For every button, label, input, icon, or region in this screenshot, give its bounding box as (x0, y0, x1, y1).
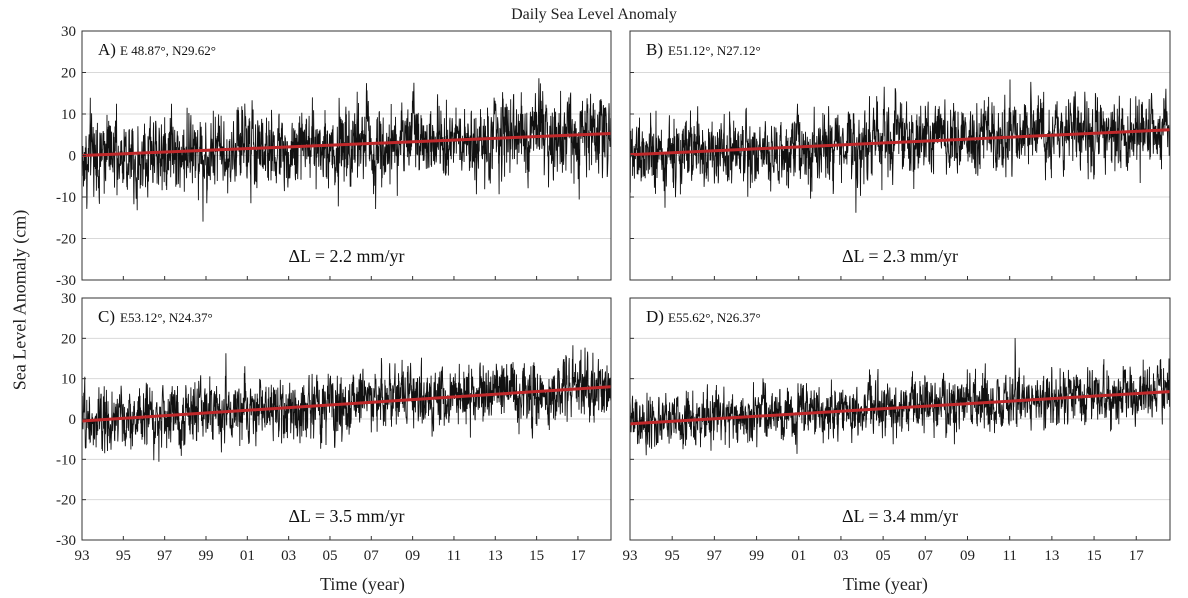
y-tick-label: 0 (69, 412, 77, 428)
panel-location: E 48.87°, N29.62° (120, 43, 216, 58)
panel-location: E51.12°, N27.12° (668, 43, 761, 58)
x-axis-label-right: Time (year) (843, 574, 928, 594)
y-tick-label: 0 (69, 149, 77, 165)
x-tick-label: 03 (281, 548, 296, 564)
x-tick-label: 11 (1002, 548, 1016, 564)
x-tick-label: 13 (488, 548, 503, 564)
y-tick-label: 20 (61, 66, 76, 82)
series-line (81, 78, 612, 222)
y-tick-label: -30 (56, 533, 76, 549)
panel-location: E53.12°, N24.37° (120, 310, 213, 325)
series-line (81, 345, 612, 462)
panel-c: -30 -20 -10 0 10 20 30 93 95 97 99 01 03 05 07 09 11 13 15… (56, 291, 612, 564)
panel-b: B) E51.12°, N27.12° ΔL = 2.3 mm/yr (629, 30, 1171, 281)
trend-line (629, 390, 1171, 426)
x-tick-label: 93 (75, 548, 90, 564)
y-tick-label: 30 (61, 24, 76, 40)
x-tick-label: 15 (529, 548, 544, 564)
y-tick-label: -20 (56, 493, 76, 509)
y-tick-label: 10 (61, 372, 76, 388)
x-tick-label: 13 (1044, 548, 1059, 564)
x-tick-label: 03 (833, 548, 848, 564)
y-tick-label: -20 (56, 232, 76, 248)
y-tick-label: 30 (61, 291, 76, 307)
trend-annotation: ΔL = 3.5 mm/yr (288, 506, 404, 526)
x-tick-label: 99 (749, 548, 764, 564)
trend-annotation: ΔL = 2.3 mm/yr (842, 246, 958, 266)
figure-title: Daily Sea Level Anomaly (511, 6, 677, 23)
trend-line (81, 385, 612, 423)
x-tick-label: 09 (960, 548, 975, 564)
x-tick-label: 97 (157, 548, 173, 564)
trend-line (629, 128, 1171, 157)
trend-annotation: ΔL = 3.4 mm/yr (842, 506, 958, 526)
panel-label: B) (646, 40, 663, 59)
x-tick-label: 05 (876, 548, 891, 564)
x-tick-label: 07 (918, 548, 934, 564)
x-tick-label: 95 (116, 548, 131, 564)
x-axis-label-left: Time (year) (320, 574, 405, 594)
series-line (629, 338, 1171, 456)
x-tick-label: 17 (570, 548, 586, 564)
x-tick-label: 93 (623, 548, 638, 564)
x-tick-label: 97 (707, 548, 723, 564)
trend-annotation: ΔL = 2.2 mm/yr (288, 246, 404, 266)
x-tick-label: 17 (1129, 548, 1145, 564)
x-tick-label: 07 (364, 548, 380, 564)
x-tick-label: 95 (665, 548, 680, 564)
y-tick-label: -10 (56, 452, 76, 468)
x-tick-label: 11 (447, 548, 461, 564)
x-tick-label: 01 (791, 548, 806, 564)
panel-d: 93 95 97 99 01 03 05 07 09 11 13 15 17 D) E55.62°, N26… (623, 297, 1171, 564)
y-tick-label: -10 (56, 190, 76, 206)
x-tick-label: 05 (322, 548, 337, 564)
panel-label: D) (646, 307, 664, 326)
x-tick-label: 09 (405, 548, 420, 564)
panel-label: A) (98, 40, 116, 59)
y-tick-label: 10 (61, 107, 76, 123)
panel-a: -30 -20 -10 0 10 20 30 A) E 48.87°, N29.62° ΔL = … (56, 24, 612, 289)
trend-line (81, 132, 612, 157)
y-tick-label: -30 (56, 273, 76, 289)
panel-label: C) (98, 307, 115, 326)
x-tick-label: 01 (240, 548, 255, 564)
x-tick-label: 15 (1087, 548, 1102, 564)
panel-location: E55.62°, N26.37° (668, 310, 761, 325)
series-line (629, 79, 1171, 213)
x-tick-label: 99 (198, 548, 213, 564)
y-tick-label: 20 (61, 331, 76, 347)
